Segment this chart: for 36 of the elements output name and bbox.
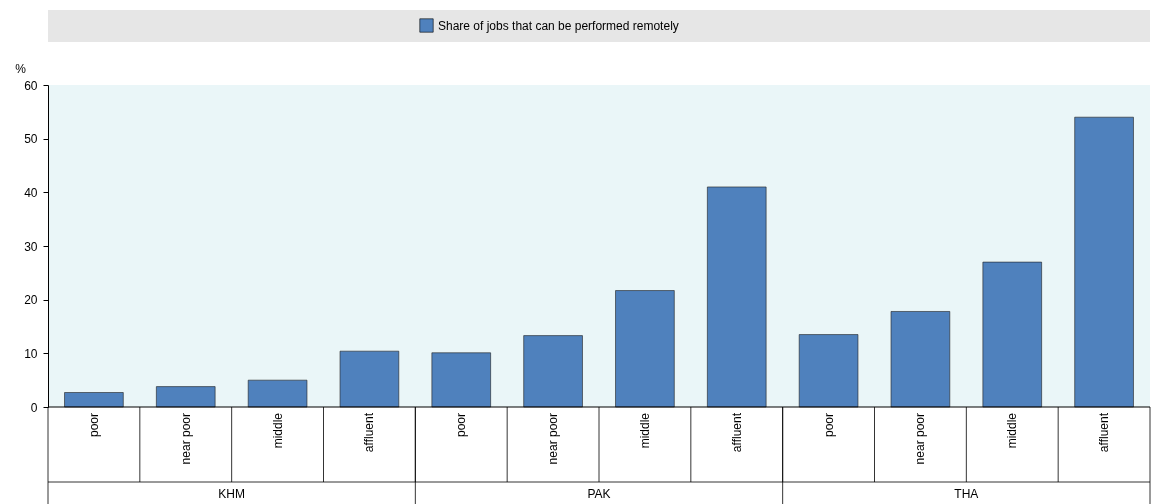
x-tick-label: near poor <box>546 413 561 465</box>
x-tick-label: poor <box>86 413 101 438</box>
text: KHM <box>218 487 245 501</box>
bar <box>1074 116 1134 408</box>
y-tick-label: 20 <box>24 293 38 308</box>
x-tick-label: poor <box>454 413 469 438</box>
x-tick-label: near poor <box>913 413 928 465</box>
bar <box>982 261 1042 408</box>
bar <box>64 392 124 408</box>
bar <box>890 311 951 408</box>
bar <box>156 386 216 408</box>
x-tick-label: near poor <box>178 413 193 465</box>
bar <box>615 290 675 408</box>
y-tick-label: 30 <box>24 239 38 254</box>
y-tick-label: 0 <box>30 400 38 415</box>
y-tick-label: 10 <box>24 346 38 361</box>
text: THA <box>954 487 979 501</box>
bar <box>707 186 767 408</box>
bar <box>431 352 491 408</box>
x-tick-label: affluent <box>1097 412 1112 453</box>
bar <box>247 379 308 408</box>
x-tick-label: affluent <box>729 412 744 453</box>
x-tick-label: poor <box>821 413 836 438</box>
bar <box>798 334 859 408</box>
legend-label: Share of jobs that can be performed remotely <box>438 18 679 33</box>
y-tick-label: 50 <box>24 132 38 147</box>
text: PAK <box>587 487 611 501</box>
x-tick-label: middle <box>637 412 652 449</box>
x-tick-label: middle <box>1005 412 1020 449</box>
x-tick-label: middle <box>270 412 285 449</box>
bar <box>523 335 583 408</box>
y-tick-label: 40 <box>24 185 38 200</box>
y-axis-title: % <box>15 61 27 76</box>
x-tick-label: affluent <box>362 412 377 453</box>
bar <box>339 350 400 408</box>
y-tick-label: 60 <box>24 78 38 93</box>
